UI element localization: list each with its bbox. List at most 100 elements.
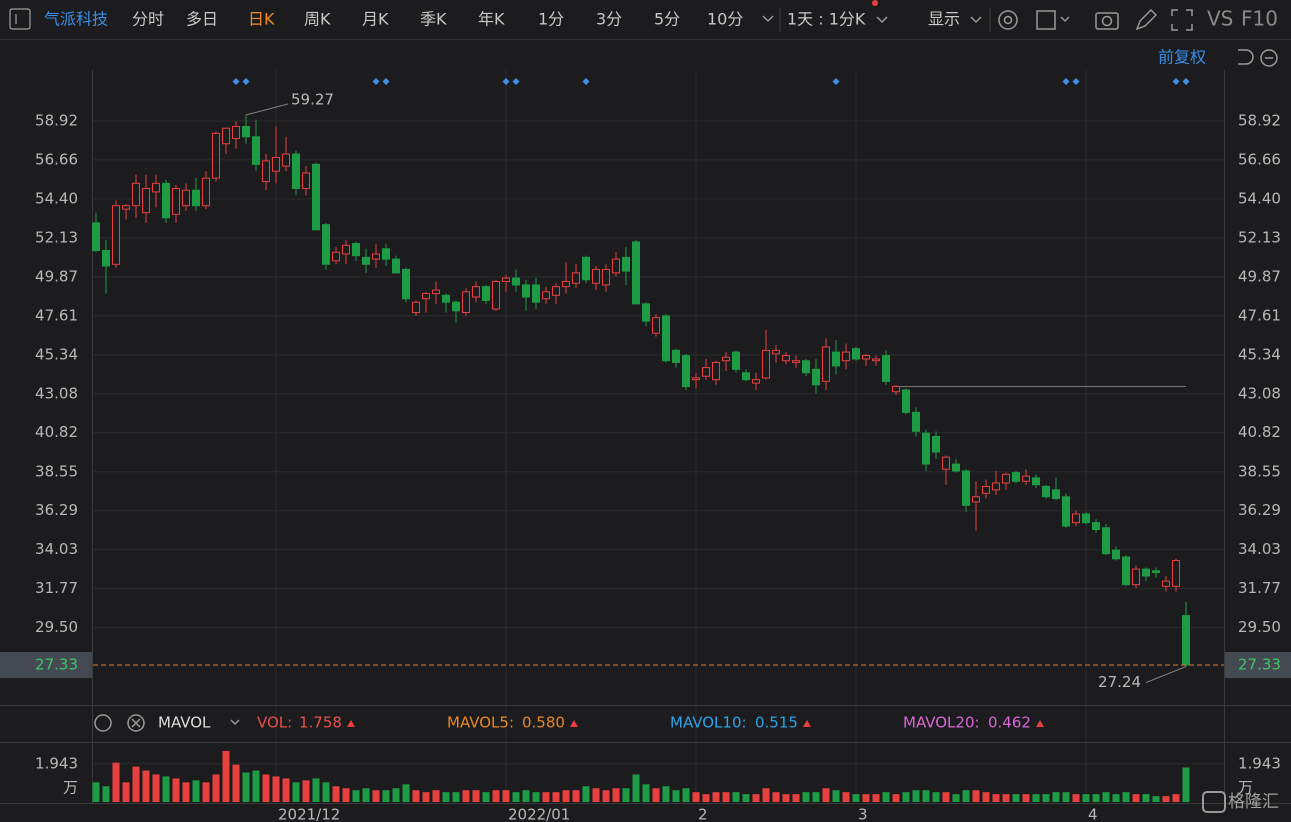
volume-bar — [1162, 796, 1170, 802]
interval[interactable]: 1天 : 1分K — [787, 10, 866, 29]
candle-body — [1162, 580, 1170, 587]
indicator-close[interactable] — [127, 714, 145, 732]
watermark-text: 格隆汇 — [1228, 792, 1279, 812]
y-tick-label: 29.50 — [1238, 618, 1281, 636]
chevron[interactable] — [1060, 16, 1070, 23]
fullscreen-icon[interactable] — [1171, 9, 1193, 31]
period-tab[interactable]: 季K — [420, 10, 447, 29]
volume-bar — [422, 792, 430, 802]
candle-body — [242, 125, 250, 138]
indicator-name[interactable]: MAVOL — [158, 714, 211, 732]
candle-body — [852, 348, 860, 360]
period-tab[interactable]: 多日 — [186, 10, 218, 29]
event-marker[interactable] — [1062, 78, 1070, 85]
period-tab[interactable]: 10分 — [707, 10, 743, 29]
settings-icon-core — [1003, 15, 1013, 25]
event-marker[interactable] — [242, 78, 250, 85]
period-tab[interactable]: 3分 — [596, 10, 622, 29]
display-menu[interactable]: 显示 — [928, 10, 960, 29]
event-marker[interactable] — [582, 78, 590, 85]
adjust-mode[interactable]: 前复权 — [1158, 48, 1206, 67]
volume-bar — [1112, 794, 1120, 802]
camera-icon[interactable] — [1095, 12, 1119, 30]
volume-bar — [602, 790, 610, 802]
event-marker[interactable] — [832, 78, 840, 85]
candle-body — [322, 224, 330, 265]
f10-button[interactable]: F10 — [1241, 7, 1278, 31]
watermark: 格隆汇 — [1202, 791, 1279, 813]
candle-body — [372, 253, 380, 260]
volume-bar — [572, 790, 580, 802]
period-tab[interactable]: 分时 — [132, 10, 164, 29]
volume-bar — [662, 786, 670, 802]
candle-body — [992, 482, 1000, 491]
period-tab[interactable]: 1分 — [538, 10, 564, 29]
event-marker[interactable] — [512, 78, 520, 85]
chevron[interactable] — [230, 719, 240, 726]
candle-body — [282, 153, 290, 167]
compare-button[interactable]: VS — [1207, 7, 1233, 31]
volume-bar — [172, 778, 180, 802]
undo-icon[interactable] — [1238, 49, 1254, 65]
volume-bar — [952, 794, 960, 802]
volume-bar — [972, 790, 980, 802]
candle-body — [1182, 615, 1190, 666]
volume-bar — [1012, 794, 1020, 802]
chevron[interactable] — [876, 16, 888, 24]
indicator-name: MAVOL20: — [903, 714, 980, 732]
minimize-icon[interactable] — [1260, 49, 1278, 67]
candle-body — [1132, 568, 1140, 586]
chevron[interactable] — [762, 15, 774, 23]
candle-body — [662, 315, 670, 362]
period-tab[interactable]: 月K — [362, 10, 389, 29]
y-tick-label: 38.55 — [1238, 462, 1281, 480]
volume-bar — [232, 764, 240, 802]
volume-bar — [332, 786, 340, 802]
candle-body — [142, 187, 150, 214]
chevron[interactable] — [970, 16, 982, 24]
candle-body — [572, 272, 580, 284]
event-marker[interactable] — [1172, 78, 1180, 85]
menu-icon[interactable] — [9, 8, 31, 30]
candle-body — [902, 389, 910, 413]
volume-bar — [522, 790, 530, 802]
event-marker[interactable] — [232, 78, 240, 85]
candle-body — [92, 222, 100, 251]
candle-body — [612, 258, 620, 274]
period-tab[interactable]: 年K — [478, 10, 505, 29]
candle-body — [782, 355, 790, 362]
period-tab[interactable]: 5分 — [654, 10, 680, 29]
volume-bar — [752, 794, 760, 802]
event-marker[interactable] — [382, 78, 390, 85]
candle-body — [582, 256, 590, 281]
symbol[interactable]: 气派科技 — [44, 10, 108, 29]
period-tab[interactable]: 周K — [304, 10, 331, 29]
period-tab[interactable]: 日K — [248, 10, 275, 29]
indicator-settings[interactable] — [94, 714, 112, 732]
draw-icon[interactable] — [1135, 8, 1158, 31]
volume-bar — [582, 786, 590, 802]
candle-body — [202, 177, 210, 207]
volume-bar — [872, 794, 880, 802]
event-marker[interactable] — [1072, 78, 1080, 85]
indicator-name: MAVOL5: — [447, 714, 514, 732]
candle-body — [832, 351, 840, 367]
event-marker[interactable] — [1182, 78, 1190, 85]
candle-body — [822, 346, 830, 382]
volume-bar — [762, 788, 770, 802]
settings-icon[interactable] — [998, 10, 1018, 30]
x-tick-label: 3 — [858, 806, 868, 822]
candle-body — [932, 435, 940, 453]
volume-bar — [722, 792, 730, 802]
volume-bar — [452, 792, 460, 802]
candle-body — [652, 317, 660, 334]
candle-body — [432, 289, 440, 295]
candle-body — [412, 301, 420, 313]
layout-icon[interactable] — [1036, 10, 1056, 30]
candle-body — [312, 163, 320, 231]
event-marker[interactable] — [372, 78, 380, 85]
close-x — [131, 718, 141, 728]
event-marker[interactable] — [502, 78, 510, 85]
volume-bar — [262, 774, 270, 802]
